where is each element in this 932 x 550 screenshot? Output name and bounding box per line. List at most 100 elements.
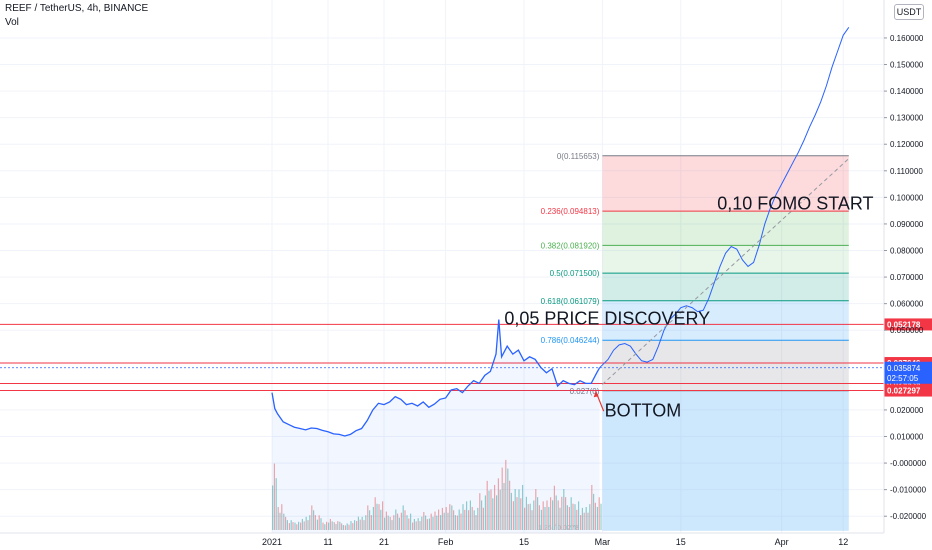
volume-bar (580, 515, 582, 530)
volume-bar (501, 467, 503, 530)
volume-bar (553, 485, 555, 530)
volume-bar (494, 484, 496, 530)
volume-bar (357, 516, 359, 530)
volume-bar (363, 520, 365, 530)
volume-bar (576, 509, 578, 530)
x-tick-label: Apr (775, 537, 789, 547)
x-tick-label: 2021 (262, 537, 282, 547)
volume-bar (559, 507, 561, 530)
volume-bar (443, 512, 445, 530)
volume-watermark: 1.25 / 0.0278 (538, 525, 579, 532)
volume-bar (537, 497, 539, 530)
volume-bar (352, 523, 354, 530)
volume-bar (518, 489, 520, 530)
volume-bar (298, 521, 300, 530)
volume-bar (329, 518, 331, 530)
y-tick-label: -0.000000 (890, 459, 927, 468)
volume-bar (292, 522, 294, 530)
y-tick-label: 0.070000 (890, 273, 924, 282)
volume-bar (552, 500, 554, 530)
y-tick-label: 0.060000 (890, 300, 924, 309)
volume-bar (436, 515, 438, 530)
volume-bar (423, 511, 425, 530)
volume-bar (593, 493, 595, 530)
y-tick-label: -0.010000 (890, 486, 927, 495)
volume-bar (451, 505, 453, 530)
volume-bar (402, 505, 404, 530)
volume-bar (538, 505, 540, 530)
volume-bar (367, 505, 369, 530)
volume-bar (566, 505, 568, 530)
volume-bar (557, 500, 559, 530)
fib-level-label: 0.618(0.061079) (541, 297, 600, 306)
volume-bar (512, 501, 514, 530)
volume-bar (365, 515, 367, 530)
volume-bar (570, 497, 572, 530)
volume-bar (583, 512, 585, 530)
volume-bar (600, 503, 602, 530)
x-tick-label: 15 (676, 537, 686, 547)
volume-bar (481, 500, 483, 530)
volume-bar (505, 459, 507, 530)
volume-bar (387, 515, 389, 530)
volume-bar (447, 512, 449, 530)
y-tick-label: 0.100000 (890, 193, 924, 202)
volume-bar (568, 506, 570, 530)
volume-bar (445, 507, 447, 530)
volume-bar (309, 515, 311, 530)
volume-bar (300, 522, 302, 530)
volume-bar (313, 510, 315, 530)
volume-bar (320, 518, 322, 530)
volume-bar (497, 478, 499, 530)
volume-bar (542, 501, 544, 530)
volume-bar (531, 510, 533, 530)
volume-bar (339, 521, 341, 530)
volume-bar (546, 500, 548, 530)
volume-bar (398, 517, 400, 530)
bottom-arrow-head (593, 391, 599, 398)
volume-bar (598, 497, 600, 530)
volume-bar (354, 520, 356, 530)
volume-bar (462, 504, 464, 530)
volume-bar (286, 520, 288, 530)
x-tick-label: Feb (438, 537, 454, 547)
volume-bar (469, 500, 471, 530)
volume-bar (432, 516, 434, 530)
volume-bar (318, 515, 320, 530)
volume-bar (389, 516, 391, 530)
volume-bar (482, 507, 484, 530)
volume-bar (397, 513, 399, 530)
volume-bar (510, 492, 512, 530)
current-price-label: 0.035874 (887, 364, 921, 373)
volume-bar (507, 468, 509, 530)
volume-bar (272, 485, 274, 530)
fib-zone (602, 340, 849, 391)
volume-bar (533, 500, 535, 530)
y-tick-label: 0.050000 (890, 326, 924, 335)
volume-bar (316, 519, 318, 530)
y-tick-label: 0.120000 (890, 140, 924, 149)
volume-bar (419, 521, 421, 530)
volume-bar (565, 497, 567, 530)
volume-bar (540, 509, 542, 530)
fib-level-label: 0(0.115653) (557, 152, 600, 161)
horizontal-lines: 0.0521780.0376460.0299390.0272970.035874… (0, 318, 932, 397)
symbol-title: REEF / TetherUS, 4h, BINANCE (5, 3, 149, 14)
volume-bar (359, 519, 361, 530)
annotation-text: 0,10 FOMO START (717, 193, 873, 213)
volume-bar (370, 515, 372, 530)
volume-bar (408, 518, 410, 530)
volume-bar (458, 509, 460, 530)
currency-unit-button[interactable]: USDT (894, 4, 924, 20)
annotation-text: BOTTOM (605, 401, 682, 421)
volume-bar (453, 510, 455, 530)
y-tick-label: 0.080000 (890, 247, 924, 256)
volume-bar (522, 484, 524, 530)
volume-bar (404, 510, 406, 530)
volume-bar (550, 497, 552, 530)
volume-bar (428, 518, 430, 530)
volume-bar (413, 518, 415, 530)
volume-bar (479, 493, 481, 530)
